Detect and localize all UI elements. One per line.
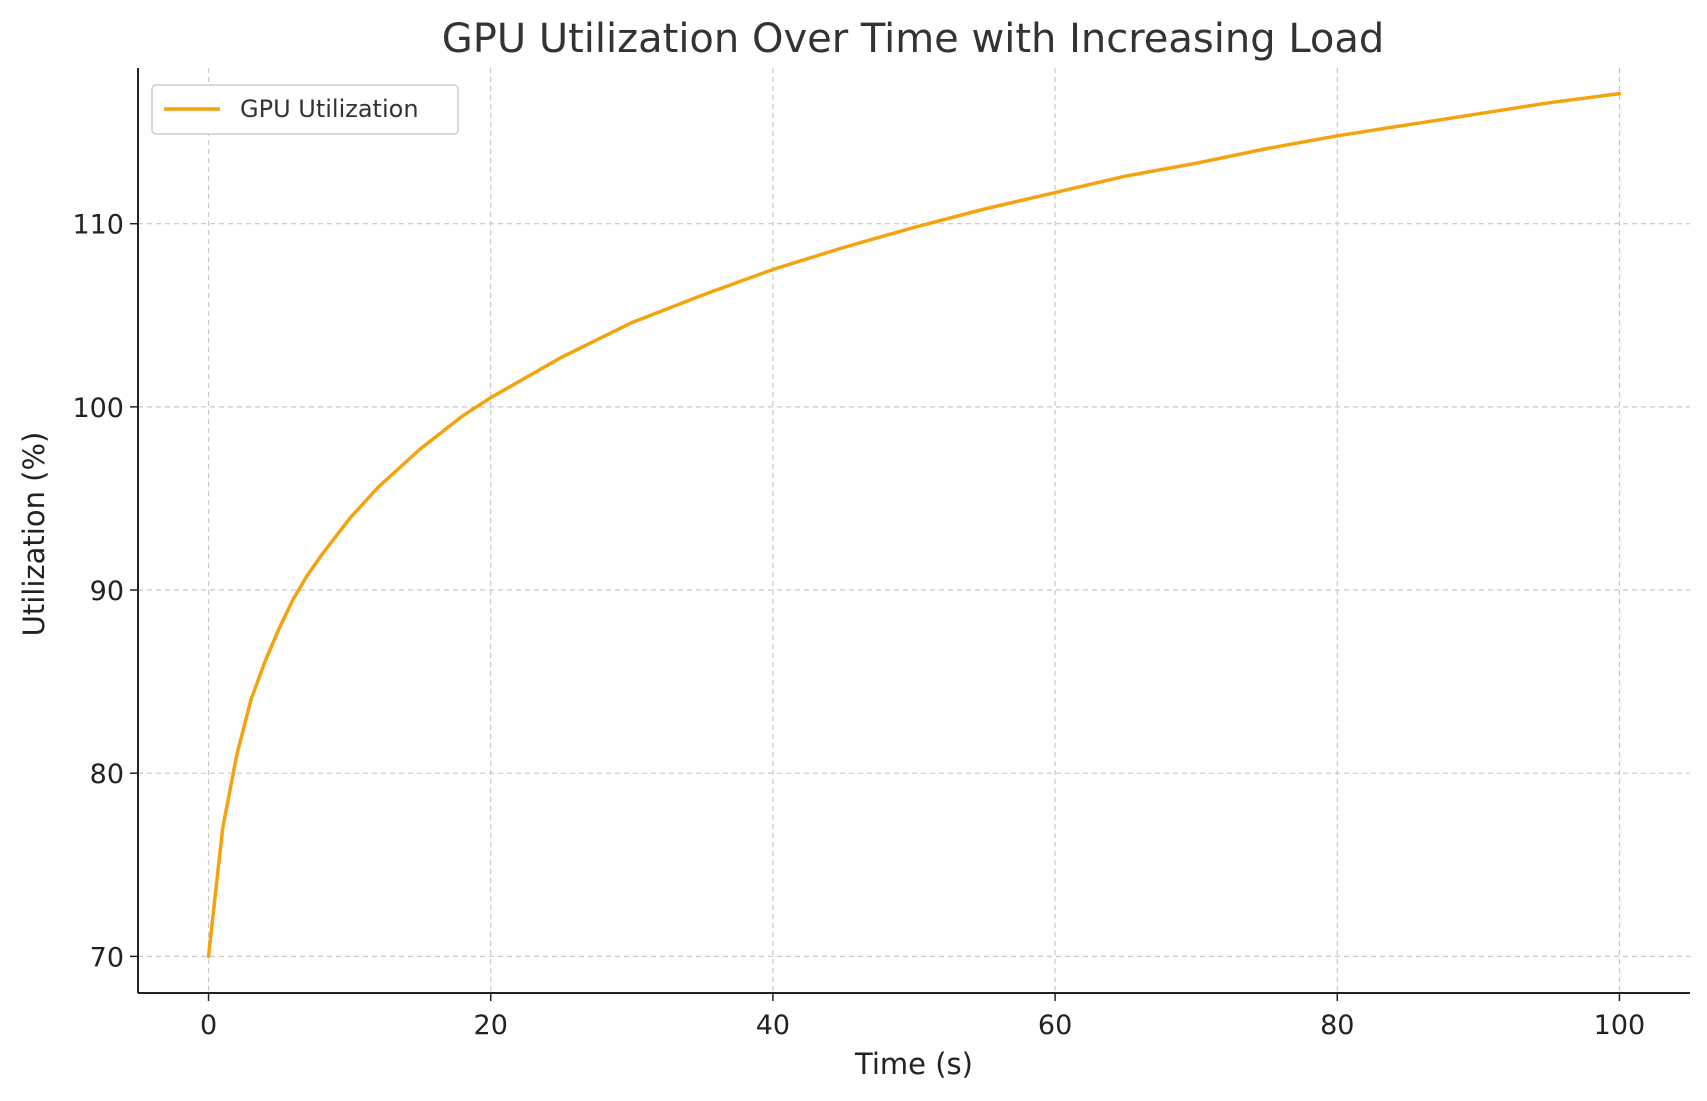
y-tick-label-0: 70 xyxy=(90,942,124,973)
x-tick-label-4: 80 xyxy=(1320,1010,1354,1041)
series-group xyxy=(206,91,1622,959)
legend-box xyxy=(151,84,459,135)
axes xyxy=(137,68,1690,994)
x-ticks: 0 20 40 60 80 100 xyxy=(200,993,1645,1041)
grid xyxy=(138,68,1690,993)
chart-title: GPU Utilization Over Time with Increasin… xyxy=(442,16,1385,62)
y-ticks: 70 80 90 100 110 xyxy=(72,210,138,973)
x-tick-label-0: 0 xyxy=(200,1010,217,1041)
x-tick-label-5: 100 xyxy=(1594,1010,1646,1041)
x-tick-label-2: 40 xyxy=(756,1010,790,1041)
legend: GPU Utilization xyxy=(151,84,459,135)
y-tick-label-1: 80 xyxy=(90,759,124,790)
series-line-0 xyxy=(206,91,1622,959)
y-tick-label-3: 100 xyxy=(72,393,124,424)
x-axis-label: Time (s) xyxy=(854,1047,973,1081)
legend-label-gpu-utilization: GPU Utilization xyxy=(240,95,419,123)
x-tick-label-3: 60 xyxy=(1038,1010,1072,1041)
y-tick-label-4: 110 xyxy=(72,210,124,241)
x-tick-label-1: 20 xyxy=(474,1010,508,1041)
y-tick-label-2: 90 xyxy=(90,576,124,607)
y-axis-label: Utilization (%) xyxy=(17,432,51,637)
